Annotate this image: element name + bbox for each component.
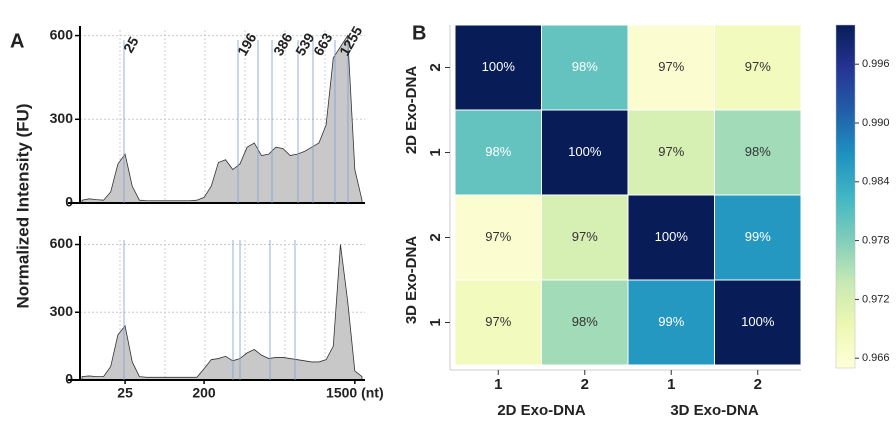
y-tick-label: 0 bbox=[65, 194, 73, 210]
y-axis-title: Normalized Intensity (FU) bbox=[13, 104, 32, 309]
trace bbox=[81, 244, 363, 381]
cell-label: 100% bbox=[568, 144, 602, 159]
y-group-label: 3D Exo-DNA bbox=[403, 236, 420, 325]
x-label: 2 bbox=[754, 376, 762, 393]
y-label: 2 bbox=[427, 233, 444, 241]
colorbar-label: 0.984 bbox=[862, 176, 890, 188]
panel-label: A bbox=[10, 30, 24, 52]
x-group-label: 3D Exo-DNA bbox=[670, 402, 759, 419]
cell bbox=[541, 194, 629, 281]
colorbar-label: 0.978 bbox=[862, 235, 890, 247]
trace bbox=[81, 34, 363, 204]
cell bbox=[454, 279, 542, 366]
cell-label: 100% bbox=[655, 229, 689, 244]
cell bbox=[714, 279, 802, 366]
cell-label: 100% bbox=[482, 59, 516, 74]
cell bbox=[454, 24, 542, 111]
y-tick-label: 0 bbox=[65, 371, 73, 387]
colorbar-label: 0.966 bbox=[862, 352, 890, 364]
y-tick-label: 600 bbox=[50, 235, 74, 251]
colorbar-label: 0.972 bbox=[862, 293, 890, 305]
colorbar bbox=[835, 24, 856, 369]
cell bbox=[541, 24, 629, 111]
cell-label: 97% bbox=[485, 314, 511, 329]
x-label: 2 bbox=[581, 376, 589, 393]
y-tick-label: 300 bbox=[50, 303, 74, 319]
cell bbox=[714, 24, 802, 111]
cell-label: 98% bbox=[745, 144, 771, 159]
cell-label: 97% bbox=[658, 144, 684, 159]
x-tick-label: 200 bbox=[192, 385, 216, 401]
peak-label: 1255 bbox=[336, 23, 366, 58]
y-label: 2 bbox=[427, 63, 444, 71]
cell-label: 98% bbox=[485, 144, 511, 159]
colorbar-label: 0.990 bbox=[862, 117, 890, 129]
y-label: 1 bbox=[427, 318, 444, 326]
x-group-label: 2D Exo-DNA bbox=[497, 402, 586, 419]
cell-label: 100% bbox=[741, 314, 775, 329]
cell bbox=[627, 279, 715, 366]
peak-label: 25 bbox=[120, 34, 142, 56]
cell-label: 99% bbox=[745, 229, 771, 244]
cell bbox=[714, 109, 802, 196]
cell bbox=[627, 24, 715, 111]
cell-label: 99% bbox=[658, 314, 684, 329]
cell bbox=[541, 279, 629, 366]
peak-label: 663 bbox=[310, 30, 336, 58]
x-tick-label: 25 bbox=[117, 385, 133, 401]
cell-label: 97% bbox=[658, 59, 684, 74]
y-tick-label: 300 bbox=[50, 110, 74, 126]
cell bbox=[714, 194, 802, 281]
y-group-label: 2D Exo-DNA bbox=[403, 66, 420, 155]
panel-label: B bbox=[412, 22, 426, 44]
x-tick-label: 1500 (nt) bbox=[326, 385, 384, 401]
cell-label: 98% bbox=[572, 59, 598, 74]
x-label: 1 bbox=[667, 376, 675, 393]
cell-label: 98% bbox=[572, 314, 598, 329]
x-label: 1 bbox=[494, 376, 502, 393]
colorbar-label: 0.996 bbox=[862, 58, 890, 70]
y-tick-label: 600 bbox=[50, 26, 74, 42]
cell-label: 97% bbox=[572, 229, 598, 244]
cell-label: 97% bbox=[485, 229, 511, 244]
cell bbox=[454, 194, 542, 281]
cell bbox=[541, 109, 629, 196]
peak-label: 386 bbox=[270, 30, 296, 58]
y-label: 1 bbox=[427, 148, 444, 156]
cell-label: 97% bbox=[745, 59, 771, 74]
